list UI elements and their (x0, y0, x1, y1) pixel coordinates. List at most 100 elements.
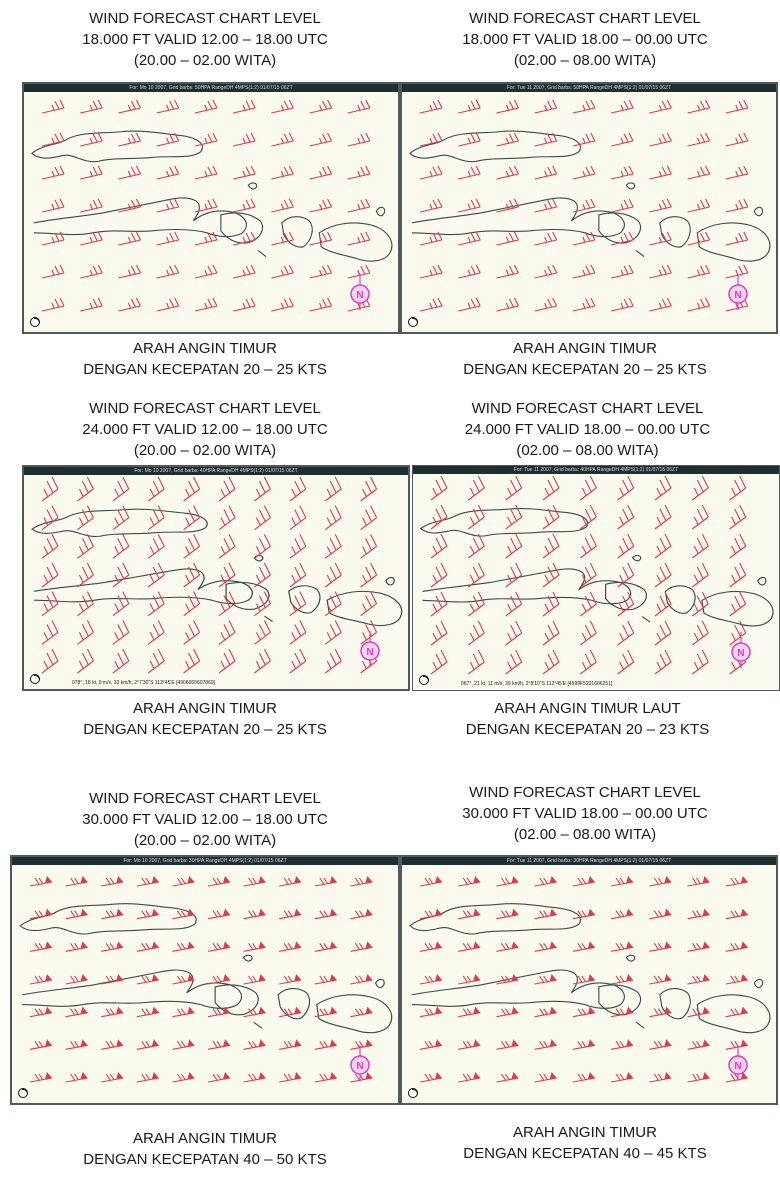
wind-barb (136, 876, 159, 887)
wind-barb (243, 974, 266, 985)
wind-barb (41, 198, 65, 213)
wind-barb (347, 198, 371, 213)
wind-barb (207, 876, 231, 887)
wind-barb (458, 876, 481, 887)
wind-barb (496, 1006, 519, 1018)
wind-barb (232, 165, 256, 180)
wind-barb (468, 591, 485, 617)
wind-barb (80, 231, 103, 246)
panel-1-caption: ARAH ANGIN TIMUR DENGAN KECEPATAN 20 – 2… (20, 338, 390, 380)
coastline-1 (31, 130, 203, 163)
wind-barb (147, 505, 165, 531)
wind-barb (65, 908, 88, 920)
panel-6-title-line-3: (02.00 – 08.00 WITA) (513, 826, 657, 843)
wind-barb (419, 165, 443, 180)
wind-barb (419, 941, 443, 952)
wind-barb (29, 974, 53, 985)
panel-2-title-line-1: WIND FORECAST CHART LEVEL (469, 10, 701, 27)
wind-barb (654, 533, 672, 559)
panel-6-map-header: For: Tue 11 2007, Grid barbs: 30HPA Rang… (402, 857, 776, 865)
panel-1-map-header: For: Mo 10 2007, Grid barbs: 50HPA Range… (24, 84, 398, 92)
wind-barb (350, 1006, 373, 1018)
panel-2-wind-map: N For: Tue 11 2007, Grid barbs: 50HPA Ra… (400, 82, 778, 334)
wind-barb (572, 941, 595, 952)
wind-barb (112, 476, 130, 502)
wind-barb (542, 475, 560, 501)
wind-barb (419, 231, 443, 246)
panel-2-title-line-2: 18.000 FT VALID 18.00 – 00.00 UTC (462, 31, 708, 48)
wind-barb (309, 165, 333, 180)
wind-barb (496, 908, 519, 920)
wind-barb (80, 132, 103, 147)
wind-barb (41, 132, 65, 147)
panel-2-title: WIND FORECAST CHART LEVEL 18.000 FT VALI… (395, 8, 775, 71)
wind-barb (147, 648, 165, 674)
wind-barb (324, 534, 342, 559)
wind-barb-field: N (19, 876, 393, 1083)
wind-barb (65, 974, 88, 985)
panel-3-caption-line-1: ARAH ANGIN TIMUR (133, 700, 277, 717)
wind-barb (309, 99, 333, 114)
marker-label: N (737, 648, 744, 659)
wind-barb (194, 165, 218, 180)
wind-barb (41, 562, 59, 588)
coastline-7 (753, 206, 764, 217)
wind-barb (496, 198, 519, 213)
coastline-2 (411, 969, 625, 1009)
wind-barb (542, 504, 560, 530)
wind-barb (289, 505, 307, 531)
panel-6-caption: ARAH ANGIN TIMUR DENGAN KECEPATAN 40 – 4… (395, 1122, 775, 1164)
wind-barb (156, 99, 180, 114)
wind-barb (41, 476, 59, 502)
coastline-7 (375, 978, 385, 989)
wind-barb (41, 620, 59, 645)
wind-barb (279, 941, 302, 952)
wind-barb (534, 264, 558, 279)
wind-barb (687, 974, 710, 985)
wind-barb (279, 1039, 302, 1050)
wind-barb (468, 475, 485, 501)
wind-barb (430, 649, 448, 675)
wind-barb (419, 198, 443, 213)
clock-icon (18, 1088, 28, 1098)
wind-barb (279, 876, 302, 887)
panel-1-title: WIND FORECAST CHART LEVEL 18.000 FT VALI… (20, 8, 390, 71)
wind-barb (580, 649, 597, 675)
wind-barb (279, 908, 302, 920)
coastline-7 (385, 576, 395, 586)
wind-barb (118, 231, 141, 246)
wind-barb (505, 591, 523, 617)
wind-barb (534, 876, 557, 887)
wind-barb (80, 198, 103, 213)
wind-barb (572, 264, 596, 279)
wind-barb (649, 198, 672, 213)
wind-barb-field: N (419, 475, 774, 675)
coastline-6 (242, 954, 253, 962)
wind-barb (309, 132, 333, 147)
wind-barb (580, 620, 597, 646)
wind-barb-field: N (31, 476, 403, 674)
wind-barb (118, 99, 141, 114)
wind-barb (41, 534, 59, 559)
wind-barb (41, 99, 65, 114)
wind-barb (29, 876, 53, 887)
coastline-8 (264, 615, 273, 622)
wind-barb (687, 297, 711, 312)
wind-barb (496, 1072, 519, 1083)
circled-n-marker: N (360, 631, 380, 667)
panel-4-map-footer: 067°, 21 kt, 11 m/s, 39 km/h, 2°8'10"S 1… (461, 681, 613, 687)
wind-barb (725, 1072, 748, 1083)
wind-barb (232, 132, 256, 147)
coastline-7 (375, 206, 386, 217)
wind-barb (430, 620, 448, 646)
panel-1-title-line-3: (20.00 – 02.00 WITA) (133, 52, 277, 69)
wind-barb (419, 132, 443, 147)
panel-6-caption-line-2: DENGAN KECEPATAN 40 – 45 KTS (463, 1145, 707, 1162)
wind-barb (77, 505, 94, 531)
wind-barb (649, 132, 672, 147)
circled-n-marker: N (731, 632, 751, 668)
wind-barb (572, 974, 595, 985)
panel-4-caption: ARAH ANGIN TIMUR LAUT DENGAN KECEPATAN 2… (400, 698, 775, 740)
wind-barb (649, 908, 672, 920)
wind-barb (77, 476, 94, 502)
